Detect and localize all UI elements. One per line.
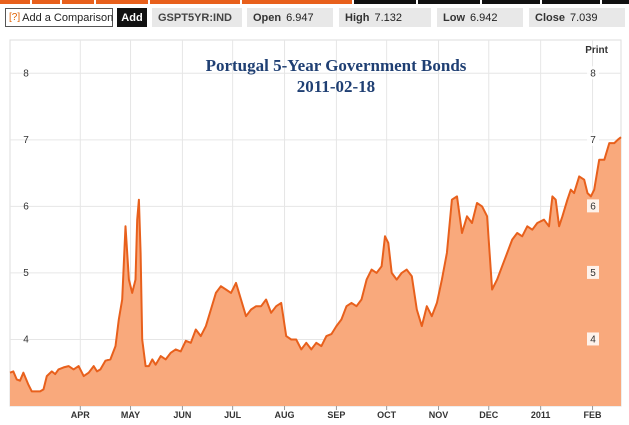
- range-tab[interactable]: [242, 0, 352, 4]
- low-value: 6.942: [470, 11, 498, 24]
- chart-subtitle: 2011-02-18: [297, 77, 375, 96]
- ticker-symbol: GSPT5YR:IND: [152, 8, 242, 27]
- y-tick-label-right: 6: [590, 201, 596, 212]
- x-tick-label: OCT: [377, 410, 397, 420]
- y-tick-label-bg: [587, 132, 599, 146]
- open-value: 6.947: [286, 11, 314, 24]
- y-tick-label-left: 6: [23, 201, 29, 212]
- high-value: 7.132: [374, 11, 402, 24]
- y-tick-label-left: 7: [23, 135, 29, 146]
- y-tick-label-right: 7: [590, 135, 596, 146]
- y-tick-label-right: 5: [590, 268, 596, 279]
- add-button[interactable]: Add: [117, 8, 147, 27]
- y-tick-label-right: 8: [590, 68, 596, 79]
- low-stat: Low 6.942: [437, 8, 523, 27]
- range-tab[interactable]: [32, 0, 60, 4]
- y-tick-label-left: 8: [23, 68, 29, 79]
- chart-toolbar: [?] Add a Comparison Add GSPT5YR:IND Ope…: [0, 6, 629, 30]
- x-tick-label: JUN: [173, 410, 191, 420]
- x-tick-label: FEB: [584, 410, 603, 420]
- range-tab[interactable]: [542, 0, 600, 4]
- x-tick-label: MAY: [121, 410, 140, 420]
- open-label: Open: [253, 11, 282, 24]
- range-tab[interactable]: [96, 0, 148, 4]
- x-tick-label: JUL: [224, 410, 242, 420]
- range-tab[interactable]: [418, 0, 480, 4]
- range-tab[interactable]: [602, 0, 629, 4]
- range-tab-strip: [0, 0, 629, 4]
- high-stat: High 7.132: [339, 8, 431, 27]
- range-tab[interactable]: [354, 0, 416, 4]
- add-comparison-input[interactable]: [?] Add a Comparison: [5, 8, 113, 27]
- x-tick-label: AUG: [275, 410, 295, 420]
- print-link[interactable]: Print: [585, 45, 608, 56]
- close-value: 7.039: [569, 11, 598, 24]
- x-tick-label: 2011: [531, 410, 551, 420]
- y-tick-label-left: 5: [23, 268, 29, 279]
- range-tab[interactable]: [62, 0, 94, 4]
- close-label: Close: [535, 11, 565, 24]
- x-tick-label: DEC: [479, 410, 499, 420]
- range-tab[interactable]: [0, 0, 30, 4]
- high-label: High: [345, 11, 370, 24]
- chart-title: Portugal 5-Year Government Bonds: [206, 56, 467, 75]
- add-comparison-placeholder: Add a Comparison: [22, 11, 114, 24]
- close-stat: Close 7.039: [529, 8, 625, 27]
- y-tick-label-bg: [587, 199, 599, 213]
- y-tick-label-bg: [587, 66, 599, 80]
- y-tick-label-bg: [587, 332, 599, 346]
- price-chart: 8 8 7 7 6 6 5 5 4 4 APR MAY JUN JUL AUG SEP OCT NOV DEC 201…: [0, 32, 629, 425]
- low-label: Low: [443, 11, 465, 24]
- x-tick-label: NOV: [429, 410, 449, 420]
- y-tick-label-left: 4: [23, 334, 29, 345]
- series-area: [10, 137, 621, 406]
- open-stat: Open 6.947: [247, 8, 333, 27]
- x-tick-label: SEP: [327, 410, 345, 420]
- y-tick-label-right: 4: [590, 334, 596, 345]
- y-tick-label-bg: [587, 265, 599, 279]
- help-icon[interactable]: [?]: [9, 12, 21, 23]
- series-line: [9, 136, 622, 393]
- x-tick-label: APR: [71, 410, 91, 420]
- chart-canvas: 8 8 7 7 6 6 5 5 4 4 APR MAY JUN JUL AUG SEP OCT NOV DEC 201…: [9, 39, 622, 420]
- range-tab[interactable]: [482, 0, 540, 4]
- range-tab[interactable]: [150, 0, 240, 4]
